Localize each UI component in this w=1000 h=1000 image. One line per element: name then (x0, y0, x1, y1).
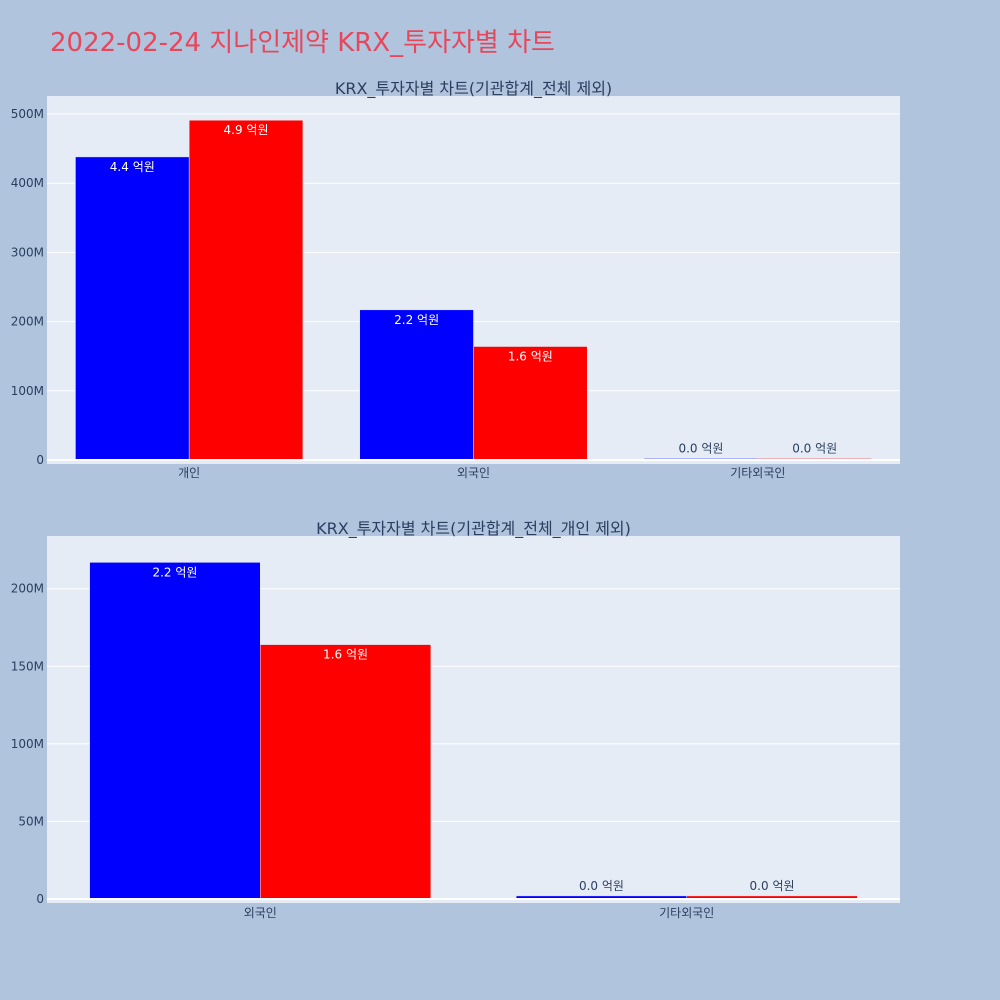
x-tick-label: 개인 (178, 466, 200, 480)
chart-bottom: KRX_투자자별 차트(기관합계_전체_개인 제외) 0 50M 100M 150M 20… (11, 519, 900, 920)
y-tick-label: 200M (11, 582, 44, 596)
bar-data-label: 2.2 억원 (394, 313, 439, 327)
bar-data-label: 0.0 억원 (792, 442, 837, 456)
y-tick-label: 300M (11, 245, 44, 259)
bar (359, 309, 474, 461)
bar-data-label: 4.4 억원 (110, 160, 155, 174)
bar-data-label: 1.6 억원 (323, 648, 368, 662)
y-tick-label: 500M (11, 107, 44, 121)
x-tick-label: 외국인 (457, 466, 490, 480)
y-tick-label: 150M (11, 659, 44, 673)
x-tick-label: 기타외국인 (659, 906, 714, 920)
bar (75, 156, 190, 461)
y-tick-label: 100M (11, 737, 44, 751)
y-tick-label: 200M (11, 315, 44, 329)
bar-data-label: 0.0 억원 (579, 879, 624, 893)
chart-title: KRX_투자자별 차트(기관합계_전체 제외) (335, 79, 612, 99)
bar-data-label: 0.0 억원 (750, 879, 795, 893)
y-tick-label: 0 (36, 453, 44, 467)
y-tick-label: 0 (36, 892, 44, 906)
bar-data-label: 4.9 억원 (224, 123, 269, 137)
bar-data-label: 2.2 억원 (152, 565, 197, 579)
bar (89, 562, 261, 900)
y-tick-label: 100M (11, 384, 44, 398)
x-tick-label: 기타외국인 (730, 466, 785, 480)
page-title: 2022-02-24 지나인제약 KRX_투자자별 차트 (50, 28, 555, 58)
x-tick-label: 외국인 (244, 906, 277, 920)
y-tick-label: 400M (11, 176, 44, 190)
bar (188, 119, 304, 461)
y-tick-label: 50M (18, 814, 44, 828)
chart-title: KRX_투자자별 차트(기관합계_전체_개인 제외) (316, 519, 631, 539)
bar-data-label: 1.6 억원 (508, 350, 553, 364)
bar-data-label: 0.0 억원 (678, 442, 723, 456)
bar (260, 644, 432, 900)
bar (473, 346, 588, 461)
chart-top: KRX_투자자별 차트(기관합계_전체 제외) 0 100M 200M 300M 400M… (11, 79, 900, 480)
